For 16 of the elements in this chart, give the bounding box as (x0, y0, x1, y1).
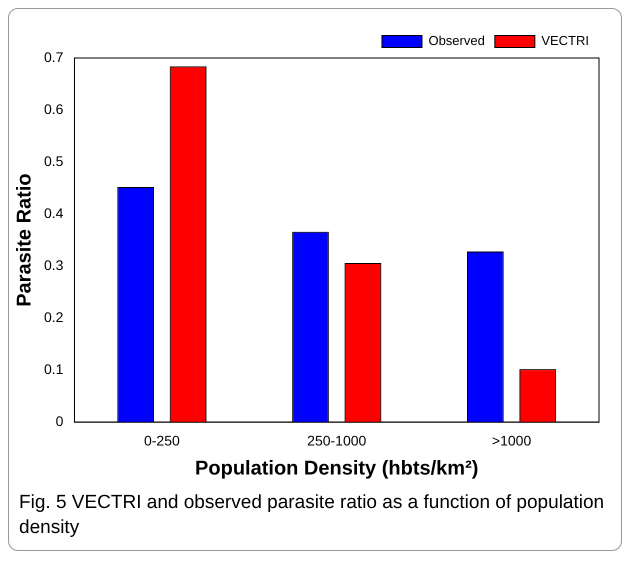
y-tick-label: 0.1 (44, 361, 64, 378)
y-tick-label: 0.3 (44, 256, 64, 273)
caption: Fig. 5 VECTRI and observed parasite ratio as a function of population density (18, 491, 606, 540)
x-axis-title: Population Density (hbts/km²) (195, 458, 478, 480)
y-tick-label: 0.4 (44, 204, 64, 221)
legend-label: Observed (428, 33, 485, 48)
x-tick-label: 250-1000 (307, 432, 367, 448)
y-axis-title: Parasite Ratio (14, 173, 36, 307)
legend-label: VECTRI (541, 33, 589, 48)
y-tick-label: 0.7 (44, 48, 64, 65)
y-tick-label: 0.5 (44, 152, 64, 169)
y-tick-label: 0.2 (44, 309, 64, 325)
y-tick-label: 0.6 (44, 100, 64, 117)
x-tick-label: 0-250 (144, 432, 180, 448)
y-tick-label: 0 (56, 413, 64, 430)
x-tick-label: >1000 (492, 432, 532, 448)
